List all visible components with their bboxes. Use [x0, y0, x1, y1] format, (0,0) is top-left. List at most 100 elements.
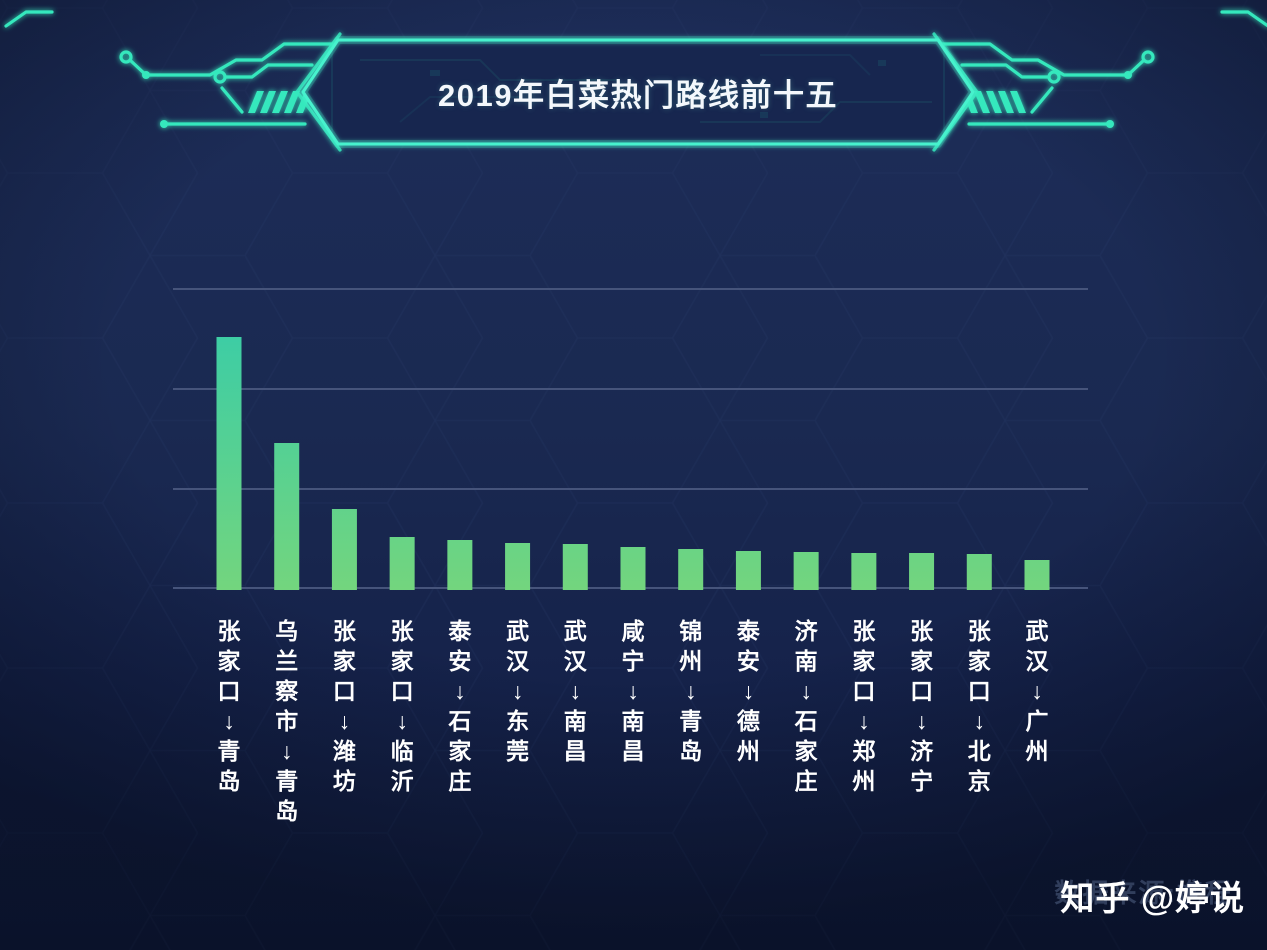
- route-label-char: 泰: [448, 618, 472, 644]
- zhihu-author-watermark: 知乎 @婷说: [1060, 880, 1245, 918]
- bar-10: [735, 551, 761, 590]
- route-label-5: 泰安 ↓ 石家庄: [444, 616, 476, 796]
- route-label-char: 济: [910, 738, 934, 764]
- route-label-char: 昌: [621, 738, 645, 764]
- route-label-3: 张家口 ↓ 潍坊: [328, 616, 360, 796]
- route-label-char: 岛: [679, 738, 703, 764]
- route-label-char: 州: [679, 648, 703, 674]
- route-label-char: 安: [448, 648, 472, 674]
- route-label-char: 岛: [217, 768, 241, 794]
- route-label-char: ↓: [338, 708, 351, 734]
- route-label-char: 武: [1025, 618, 1049, 644]
- bar-15: [1024, 560, 1050, 590]
- route-label-char: 德: [736, 708, 760, 734]
- route-label-char: 京: [967, 768, 991, 794]
- route-label-char: 安: [736, 648, 760, 674]
- route-label-char: 口: [910, 678, 934, 704]
- route-label-char: 口: [852, 678, 876, 704]
- route-label-char: 张: [852, 618, 876, 644]
- route-label-2: 乌兰察市 ↓ 青岛: [271, 616, 303, 826]
- bar-14: [966, 554, 992, 590]
- route-label-char: 南: [621, 708, 645, 734]
- route-label-char: 州: [1025, 738, 1049, 764]
- route-label-char: 市: [275, 708, 299, 734]
- route-label-char: ↓: [511, 678, 524, 704]
- route-label-char: 家: [967, 648, 991, 674]
- route-label-char: 州: [852, 768, 876, 794]
- route-label-char: ↓: [800, 678, 812, 704]
- route-label-char: 武: [506, 618, 530, 644]
- bar-5: [447, 540, 473, 590]
- bar-2: [274, 443, 300, 590]
- route-label-char: 北: [967, 738, 991, 764]
- bar-8: [620, 547, 646, 590]
- route-label-char: ↓: [627, 678, 639, 704]
- route-label-char: 庄: [448, 768, 472, 794]
- route-label-char: 乌: [275, 618, 299, 644]
- route-label-11: 济南 ↓ 石家庄: [790, 616, 822, 796]
- route-label-char: 家: [448, 738, 472, 764]
- circuit-node-icon: [1047, 70, 1061, 84]
- route-label-char: ↓: [223, 708, 235, 734]
- route-label-14: 张家口 ↓ 北京: [963, 616, 995, 796]
- route-label-char: 广: [1025, 708, 1049, 734]
- route-label-char: 临: [390, 738, 414, 764]
- route-label-char: 锦: [679, 618, 703, 644]
- route-label-char: ↓: [915, 708, 928, 734]
- route-label-char: 张: [217, 618, 241, 644]
- route-label-char: ↓: [742, 678, 755, 704]
- route-label-7: 武汉 ↓ 南昌: [559, 616, 591, 766]
- circuit-dot-icon: [142, 71, 150, 79]
- route-label-char: 家: [794, 738, 818, 764]
- route-label-char: 汉: [563, 648, 587, 674]
- bar-4: [389, 537, 415, 590]
- route-label-9: 锦州 ↓ 青岛: [675, 616, 707, 766]
- route-label-1: 张家口 ↓ 青岛: [213, 616, 245, 796]
- circuit-node-icon: [213, 70, 227, 84]
- route-label-char: 庄: [794, 768, 818, 794]
- route-label-char: 兰: [275, 648, 299, 674]
- route-label-char: 青: [217, 738, 241, 764]
- route-label-char: 汉: [506, 648, 530, 674]
- bar-3: [331, 509, 357, 590]
- route-label-char: 咸: [621, 618, 645, 644]
- circuit-dot-icon: [160, 120, 168, 128]
- route-label-char: 口: [332, 678, 356, 704]
- corner-trace: [4, 10, 54, 28]
- bar-6: [505, 543, 531, 590]
- route-label-char: 张: [390, 618, 414, 644]
- route-label-char: 家: [390, 648, 414, 674]
- page-title: 2019年白菜热门路线前十五: [438, 77, 838, 113]
- route-label-10: 泰安 ↓ 德州: [732, 616, 764, 766]
- route-label-char: 家: [910, 648, 934, 674]
- bar-12: [851, 553, 877, 590]
- route-label-char: 口: [967, 678, 991, 704]
- route-label-char: 口: [390, 678, 414, 704]
- route-label-char: 坊: [332, 768, 356, 794]
- route-label-char: 石: [794, 708, 818, 734]
- route-label-char: 莞: [506, 738, 530, 764]
- route-label-char: 张: [910, 618, 934, 644]
- route-label-char: 青: [679, 708, 703, 734]
- route-label-char: 济: [794, 618, 818, 644]
- circuit-node-icon: [1141, 50, 1155, 64]
- route-label-char: 张: [332, 618, 356, 644]
- route-label-char: 潍: [332, 738, 356, 764]
- route-label-char: 家: [332, 648, 356, 674]
- route-label-6: 武汉 ↓ 东莞: [502, 616, 534, 766]
- route-label-char: 岛: [275, 798, 299, 824]
- route-label-char: 家: [852, 648, 876, 674]
- route-label-8: 咸宁 ↓ 南昌: [617, 616, 649, 766]
- route-label-char: 沂: [390, 768, 414, 794]
- route-label-char: 武: [563, 618, 587, 644]
- route-label-char: ↓: [454, 678, 466, 704]
- route-label-char: 东: [506, 708, 530, 734]
- bar-7: [562, 544, 588, 590]
- route-label-char: 郑: [852, 738, 876, 764]
- route-label-12: 张家口 ↓ 郑州: [848, 616, 880, 796]
- route-label-char: 州: [736, 738, 760, 764]
- route-label-char: 张: [967, 618, 991, 644]
- bar-9: [678, 549, 704, 590]
- route-label-char: 口: [217, 678, 241, 704]
